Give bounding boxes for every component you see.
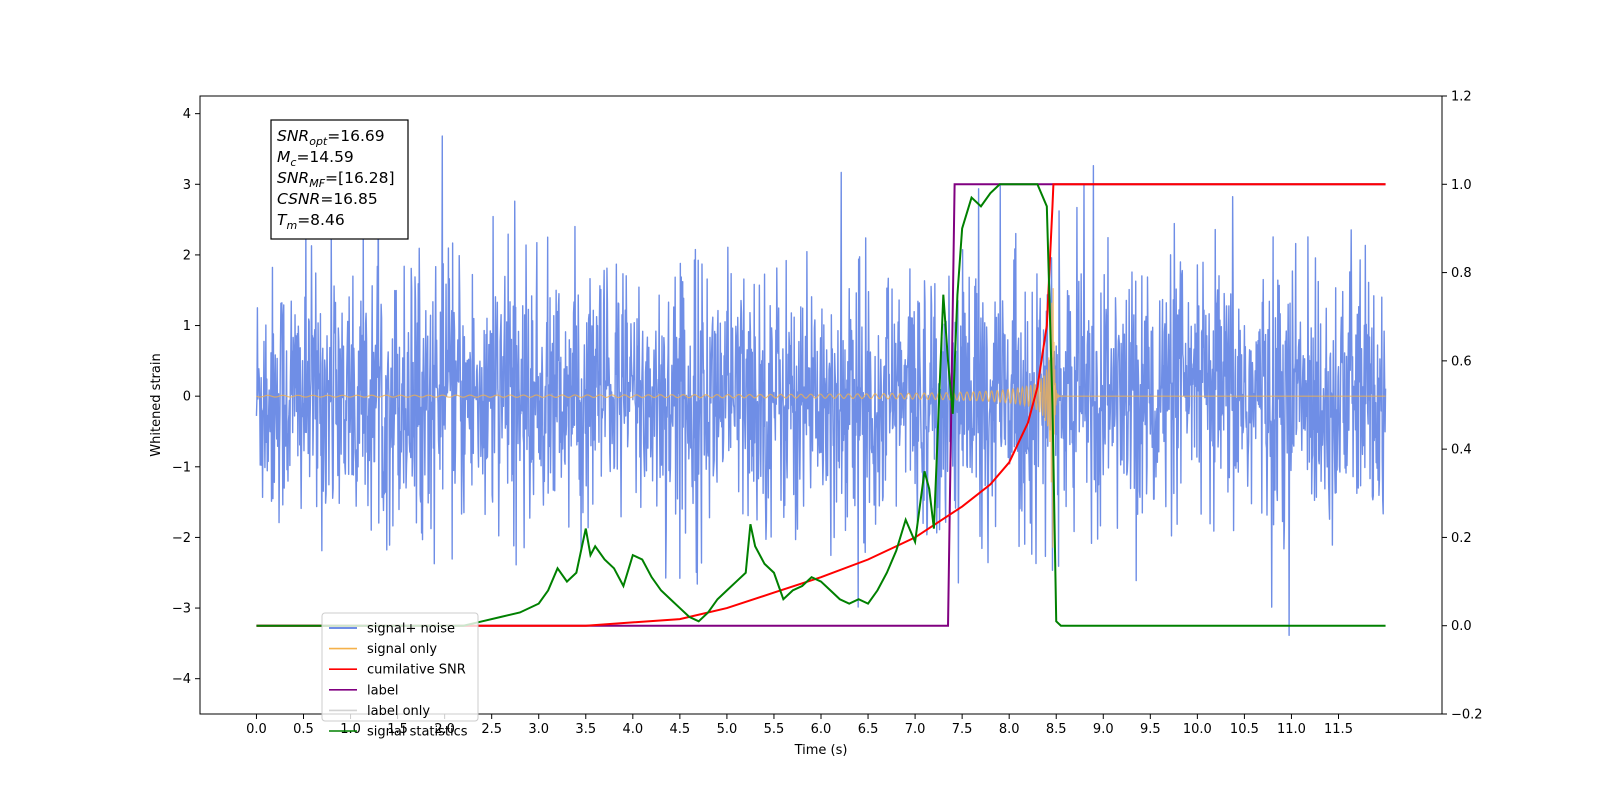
x-tick-label: 10.5 bbox=[1230, 722, 1259, 737]
stats-annotation-box: SNRopt=16.69Mc=14.59SNRMF=[16.28]CSNR=16… bbox=[270, 119, 409, 240]
right-y-tick-label: 1.2 bbox=[1451, 90, 1472, 105]
x-tick-label: 9.5 bbox=[1140, 722, 1161, 737]
x-tick-label: 3.5 bbox=[575, 722, 596, 737]
left-y-tick-label: −2 bbox=[172, 531, 191, 546]
x-tick-label: 8.5 bbox=[1046, 722, 1067, 737]
x-tick-label: 7.5 bbox=[952, 722, 973, 737]
x-tick-label: 6.0 bbox=[811, 722, 832, 737]
x-axis: 0.0 0.5 1.0 1.5 2.0 2.5 3.0 3.5 4.0 4.5 5.0 5.5 6.0 6… bbox=[246, 714, 1353, 737]
legend-label: cumilative SNR bbox=[367, 663, 466, 678]
stats-box-entry: Tm=8.46 bbox=[277, 211, 345, 232]
right-y-tick-label: 0.4 bbox=[1451, 443, 1472, 458]
x-tick-label: 9.0 bbox=[1093, 722, 1114, 737]
right-y-tick-label: 1.0 bbox=[1451, 178, 1472, 193]
left-y-tick-label: 4 bbox=[183, 107, 191, 122]
legend-label: signal only bbox=[367, 642, 437, 657]
right-y-tick-label: −0.2 bbox=[1451, 708, 1483, 723]
legend-label: label only bbox=[367, 704, 430, 719]
left-y-axis: 4 3 2 1 0 −1 −2 −3 −4 bbox=[172, 107, 200, 687]
left-y-tick-label: 2 bbox=[183, 248, 191, 263]
x-tick-label: 11.0 bbox=[1277, 722, 1306, 737]
x-tick-label: 0.0 bbox=[246, 722, 267, 737]
left-y-tick-label: 1 bbox=[183, 319, 191, 334]
x-tick-label: 2.0 bbox=[434, 722, 455, 737]
legend-frame bbox=[321, 612, 479, 722]
x-tick-label: 0.5 bbox=[293, 722, 314, 737]
legend-label: signal statistics bbox=[367, 725, 468, 740]
left-y-tick-label: 0 bbox=[183, 390, 191, 405]
left-y-tick-label: −4 bbox=[172, 672, 191, 687]
series-signal-noise-line bbox=[255, 135, 1387, 637]
x-tick-label: 1.0 bbox=[340, 722, 361, 737]
stats-box-entry: SNRMF=[16.28] bbox=[277, 169, 395, 190]
x-tick-label: 11.5 bbox=[1324, 722, 1353, 737]
x-tick-label: 5.5 bbox=[764, 722, 785, 737]
stats-box-entry: Mc=14.59 bbox=[277, 148, 354, 169]
legend-label: label bbox=[367, 683, 398, 698]
left-y-tick-label: −3 bbox=[172, 602, 191, 617]
left-y-tick-label: 3 bbox=[183, 178, 191, 193]
x-tick-label: 1.5 bbox=[387, 722, 408, 737]
series-signal-statistics-line bbox=[256, 183, 1386, 627]
right-y-axis: 1.2 1.0 0.8 0.6 0.4 0.2 0.0 −0.2 bbox=[1442, 90, 1483, 723]
right-y-tick-label: 0.0 bbox=[1451, 619, 1472, 634]
stats-box-entry: SNRopt=16.69 bbox=[277, 127, 385, 148]
x-tick-label: 6.5 bbox=[858, 722, 879, 737]
x-tick-label: 4.0 bbox=[622, 722, 643, 737]
y-axis-label-left: Whitened strain bbox=[149, 353, 164, 456]
left-y-tick-label: −1 bbox=[172, 460, 191, 475]
right-y-tick-label: 0.8 bbox=[1451, 266, 1472, 281]
x-tick-label: 10.0 bbox=[1183, 722, 1212, 737]
x-tick-label: 8.0 bbox=[999, 722, 1020, 737]
legend-label: signal+ noise bbox=[367, 622, 455, 637]
right-y-tick-label: 0.2 bbox=[1451, 531, 1472, 546]
right-y-tick-label: 0.6 bbox=[1451, 354, 1472, 369]
x-tick-label: 7.0 bbox=[905, 722, 926, 737]
x-tick-label: 4.5 bbox=[670, 722, 691, 737]
x-tick-label: 5.0 bbox=[717, 722, 738, 737]
stats-box-frame bbox=[270, 119, 409, 240]
x-tick-label: 2.5 bbox=[481, 722, 502, 737]
plot-area bbox=[255, 135, 1387, 637]
x-tick-label: 3.0 bbox=[528, 722, 549, 737]
legend: signal+ noise signal only cumilative SNR la… bbox=[321, 612, 479, 740]
x-axis-label: Time (s) bbox=[794, 743, 848, 758]
series-signal-only-line bbox=[256, 288, 1386, 548]
stats-box-entry: CSNR=16.85 bbox=[277, 190, 378, 208]
